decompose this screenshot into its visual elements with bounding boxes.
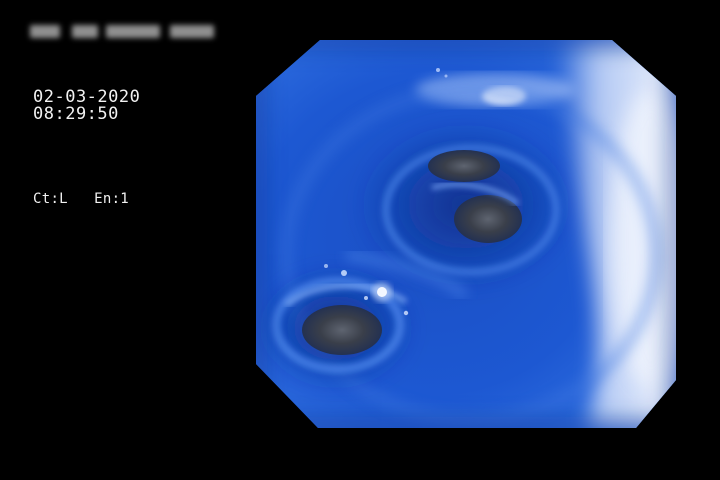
- ct-readout: Ct:L: [33, 191, 68, 207]
- endoscope-view: [256, 40, 676, 428]
- redacted-patient-header: [30, 22, 215, 42]
- time-readout: 08:29:50: [33, 104, 119, 124]
- en-readout: En:1: [94, 191, 130, 207]
- date-readout: 02-03-2020: [33, 87, 141, 107]
- settings-readout: Ct:L En:1: [33, 192, 129, 206]
- endoscope-image: [256, 40, 676, 428]
